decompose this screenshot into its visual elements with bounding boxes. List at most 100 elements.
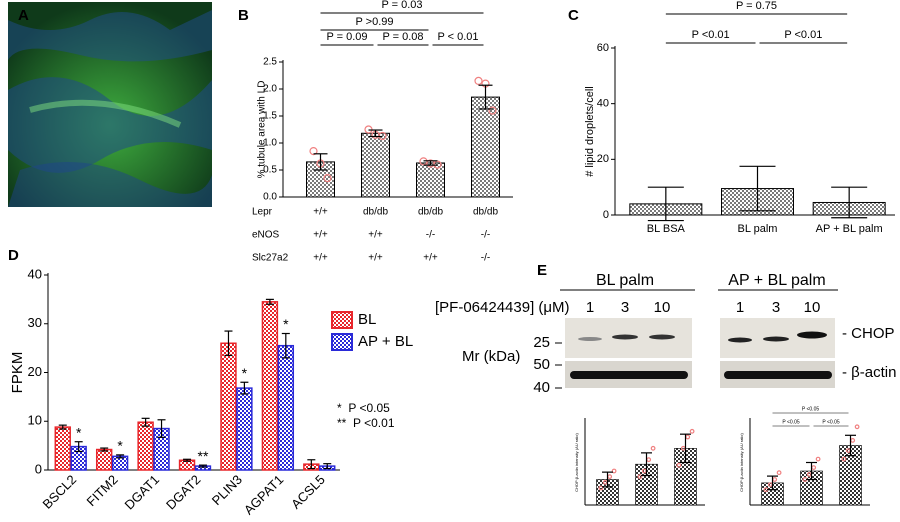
x-tick-label: AP + BL palm (816, 223, 883, 235)
genotype: db/db (418, 207, 443, 218)
y-tick-label: 2.0 (263, 84, 277, 95)
error-bar (647, 186, 684, 222)
band-label: - β-actin (842, 364, 896, 381)
genotype: +/+ (313, 253, 328, 264)
data-point (772, 477, 778, 482)
row-label: eNOS (252, 230, 280, 241)
data-point (309, 147, 318, 156)
bar (261, 301, 279, 471)
data-point (607, 474, 613, 480)
genotype: -/- (481, 230, 490, 241)
error-bar (641, 452, 652, 477)
significance: ** (198, 448, 209, 464)
y-tick-label: 0 (35, 461, 42, 476)
p-value: P <0.05 (782, 419, 800, 425)
y-axis-label: CHOP:β-actin intensity (AU ratio) (574, 432, 579, 491)
legend-label: AP + BL (358, 333, 413, 350)
data-point (598, 485, 604, 491)
genotype: +/+ (368, 230, 383, 241)
x-tick-label: ACSL5 (288, 472, 328, 512)
y-tick-label: 40 (28, 266, 42, 281)
error-bar (845, 434, 856, 457)
error-bar (240, 381, 249, 395)
error-bar (767, 475, 778, 491)
p-value: P >0.99 (355, 16, 393, 28)
panel-label: D (8, 247, 19, 264)
error-bar (281, 332, 290, 359)
p-value: P <0.05 (802, 406, 820, 412)
x-tick-label: DGAT1 (122, 472, 163, 513)
x-tick-label: BSCL2 (40, 472, 80, 512)
error-bar (602, 471, 613, 488)
error-bar (198, 464, 207, 468)
y-tick-label: 10 (28, 413, 42, 428)
y-tick-label: 0 (603, 209, 609, 221)
error-bar (224, 330, 233, 357)
p-value: P = 0.08 (382, 31, 423, 43)
significance: * (76, 424, 82, 440)
legend-swatch (331, 333, 353, 351)
significance: * (242, 365, 248, 381)
error-bar (141, 417, 150, 427)
genotype: +/+ (313, 207, 328, 218)
y-tick-label: 60 (597, 42, 609, 54)
panel-label: A (18, 7, 29, 24)
error-bar (183, 458, 192, 462)
dose: 3 (772, 299, 780, 316)
error-bar (157, 419, 166, 438)
bar (95, 448, 113, 471)
data-point (815, 456, 821, 462)
y-axis-label: FPKM (9, 352, 26, 394)
blot-group: AP + BL palm (728, 272, 825, 289)
y-tick-label: 0.0 (263, 192, 277, 203)
error-bar (806, 461, 817, 481)
p-value: P <0.01 (692, 29, 730, 41)
blot-group: BL palm (596, 272, 654, 289)
data-point (646, 457, 652, 463)
y-axis-label: CHOP:β-actin intensity (AU ratio) (739, 432, 744, 491)
blot-images (555, 289, 838, 389)
y-axis-label: # lipid droplets/cell (584, 86, 596, 177)
error-bar (58, 424, 67, 430)
bar (236, 387, 253, 471)
data-point (841, 456, 847, 462)
panel-label: B (238, 7, 249, 24)
error-bar (478, 84, 493, 110)
y-tick-label: 0.5 (263, 165, 277, 176)
genotype: -/- (481, 253, 490, 264)
bar (277, 344, 295, 471)
error-bar (831, 186, 868, 219)
data-point (611, 468, 617, 474)
mr-marker: 40 (533, 379, 550, 396)
y-tick-label: 20 (28, 364, 42, 379)
genotype: db/db (363, 207, 388, 218)
x-tick-label: FITM2 (84, 472, 121, 509)
band-label: - CHOP (842, 325, 895, 342)
data-point (854, 424, 860, 430)
data-point (850, 438, 856, 443)
x-tick-label: DGAT2 (163, 472, 204, 513)
error-bar (739, 165, 776, 212)
row-label: Lepr (252, 207, 273, 218)
genotype: db/db (473, 207, 498, 218)
x-tick-label: PLIN3 (209, 472, 245, 508)
dose: 1 (586, 299, 594, 316)
p-value: P = 0.03 (381, 0, 422, 11)
p-value: P = 0.75 (736, 0, 777, 12)
p-value: P < 0.01 (437, 31, 478, 43)
error-bar (116, 454, 125, 459)
y-axis-label: % tubule area with LD (257, 81, 268, 179)
bar (220, 342, 237, 471)
data-point (637, 474, 643, 480)
data-point (474, 76, 483, 86)
data-point (689, 428, 695, 434)
dose: 10 (654, 299, 671, 316)
y-tick-label: 1.5 (263, 111, 277, 122)
p-value: P <0.05 (822, 419, 840, 425)
bar (54, 426, 71, 471)
error-bar (100, 447, 109, 452)
significance: * (283, 316, 289, 332)
micrograph (8, 2, 212, 207)
genotype: -/- (426, 230, 435, 241)
mr-marker: 50 (533, 356, 550, 373)
